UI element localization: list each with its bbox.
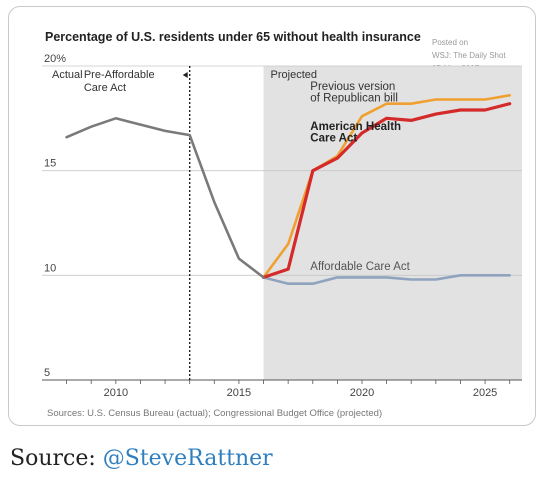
actual-label: Actual [52, 69, 83, 81]
series-label: American Health [310, 121, 401, 133]
series-line [262, 94, 511, 279]
y-tick-label: 5 [44, 367, 50, 379]
series-label: Previous version [310, 81, 395, 93]
series-line [261, 102, 512, 279]
series-label: Affordable Care Act [310, 261, 410, 273]
x-tick-label: 2025 [473, 387, 497, 399]
pre-aca-label: Care Act [84, 82, 126, 94]
y-tick-label: 10 [44, 262, 56, 274]
projected-label: Projected [271, 69, 317, 81]
series-line [65, 117, 265, 279]
sources-note: Sources: U.S. Census Bureau (actual); Co… [47, 408, 383, 419]
watermark-line: Posted on [432, 38, 469, 47]
source-credit: Source: @SteveRattner [10, 446, 273, 471]
projected-region [263, 66, 522, 380]
series-label: Care Act [310, 132, 357, 144]
x-tick-label: 2020 [350, 387, 374, 399]
y-tick-label: 15 [44, 158, 56, 170]
series-line [262, 274, 511, 285]
credit-prefix: Source: [10, 446, 103, 471]
x-tick-label: 2010 [104, 387, 128, 399]
watermark-line: WSJ: The Daily Shot [432, 51, 506, 60]
x-tick-label: 2015 [227, 387, 251, 399]
y-tick-label: 20% [44, 53, 66, 65]
arrow-left-icon [182, 72, 188, 78]
chart-title: Percentage of U.S. residents under 65 wi… [45, 30, 421, 44]
series-label: of Republican bill [310, 93, 398, 105]
pre-aca-label: Pre-Affordable [84, 69, 155, 81]
twitter-handle-link[interactable]: @SteveRattner [102, 446, 273, 471]
